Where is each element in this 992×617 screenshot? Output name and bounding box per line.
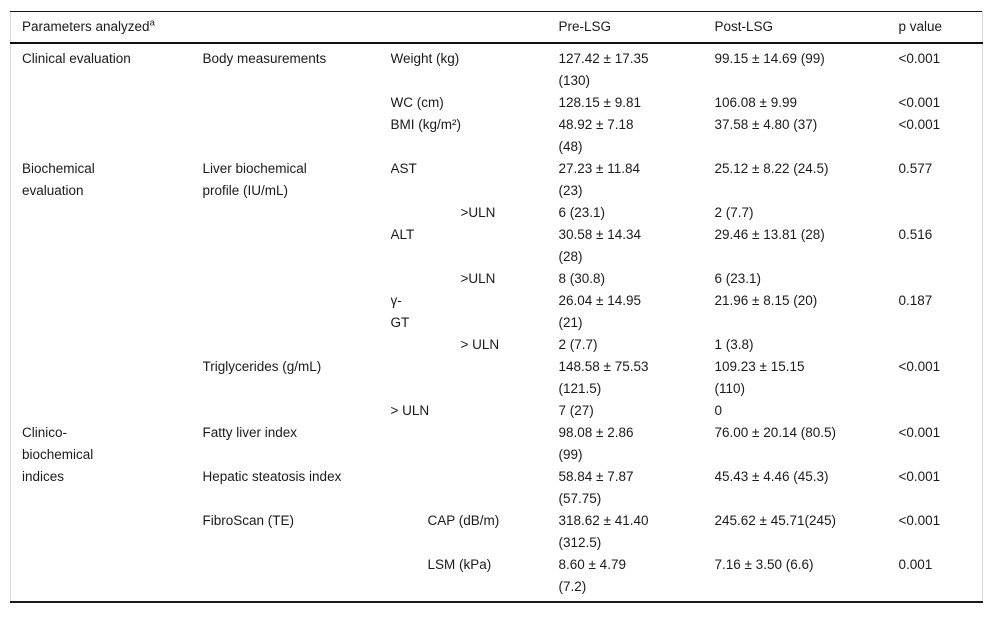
parameter-cell: Weight (kg) — [390, 51, 460, 66]
table-row: > ULN 7 (27) 0 — [11, 400, 983, 422]
pre-lsg-cell: 30.58 ± 14.34 (28) — [558, 227, 641, 264]
subcategory-cell: Fatty liver index — [202, 425, 298, 440]
pre-lsg-cell: 127.42 ± 17.35 (130) — [558, 51, 649, 88]
table-row: γ- GT 26.04 ± 14.95 (21) 21.96 ± 8.15 (20)… — [11, 290, 983, 334]
parameter-cell: >ULN — [460, 271, 496, 286]
table-header-row: Parameters analyzeda Pre-LSG Post-LSG p … — [10, 11, 983, 44]
category-cell: Clinico- biochemical indices — [22, 425, 94, 484]
table-row: >ULN 8 (30.8) 6 (23.1) — [11, 268, 983, 290]
post-lsg-cell: 6 (23.1) — [714, 271, 762, 286]
subcategory-cell: Liver biochemical profile (IU/mL) — [202, 161, 307, 198]
pre-lsg-header: Pre-LSG — [558, 11, 715, 44]
p-value-cell: <0.001 — [898, 425, 941, 440]
post-lsg-cell: 99.15 ± 14.69 (99) — [714, 51, 825, 66]
p-value-cell: <0.001 — [898, 51, 941, 66]
parameter-cell — [391, 466, 559, 510]
post-lsg-cell: 7.16 ± 3.50 (6.6) — [714, 557, 814, 572]
table-row: Biochemical evaluation Liver biochemical … — [11, 158, 983, 202]
footnote-marker-a: a — [149, 17, 155, 29]
subcategory-cell: Hepatic steatosis index — [202, 469, 342, 484]
table-row: WC (cm) 128.15 ± 9.81 106.08 ± 9.99 <0.001 — [11, 92, 983, 114]
pre-lsg-cell: 48.92 ± 7.18 (48) — [558, 117, 634, 154]
subcategory-cell: Body measurements — [202, 51, 327, 66]
table-body: Clinical evaluation Body measurements Weig… — [11, 43, 983, 602]
p-value-cell — [899, 202, 983, 224]
post-lsg-cell: 21.96 ± 8.15 (20) — [714, 293, 818, 308]
table-row: Clinical evaluation Body measurements Weig… — [11, 43, 983, 92]
table-row: ALT 30.58 ± 14.34 (28) 29.46 ± 13.81 (28) 0… — [11, 224, 983, 268]
table-row: FibroScan (TE) CAP (dB/m) 318.62 ± 41.40 (… — [11, 510, 983, 554]
pre-lsg-cell: 6 (23.1) — [558, 205, 606, 220]
pre-lsg-cell: 98.08 ± 2.86 (99) — [558, 425, 634, 462]
parameter-cell: BMI (kg/m²) — [390, 117, 462, 132]
pre-lsg-cell: 8.60 ± 4.79 (7.2) — [558, 557, 626, 594]
pre-lsg-cell: 8 (30.8) — [558, 271, 606, 286]
p-value-cell: 0.577 — [898, 161, 933, 176]
parameter-cell: CAP (dB/m) — [427, 513, 500, 528]
p-value-cell — [899, 400, 983, 422]
post-lsg-cell: 2 (7.7) — [714, 205, 754, 220]
parameter-cell: >ULN — [460, 205, 496, 220]
pre-lsg-cell: 148.58 ± 75.53 (121.5) — [558, 359, 649, 396]
parameter-cell: WC (cm) — [390, 95, 444, 110]
post-lsg-header: Post-LSG — [714, 11, 899, 44]
parameters-table: Parameters analyzeda Pre-LSG Post-LSG p … — [10, 11, 983, 603]
pre-lsg-cell: 26.04 ± 14.95 (21) — [558, 293, 641, 330]
p-value-header: p value — [898, 11, 983, 44]
table-row: >ULN 6 (23.1) 2 (7.7) — [11, 202, 983, 224]
post-lsg-cell: 245.62 ± 45.71(245) — [714, 513, 837, 528]
table-row: Clinico- biochemical indices Fatty liver … — [11, 422, 983, 484]
post-lsg-cell: 25.12 ± 8.22 (24.5) — [714, 161, 829, 176]
parameter-cell: LSM (kPa) — [427, 557, 492, 572]
parameter-cell — [391, 356, 559, 400]
post-lsg-cell: 106.08 ± 9.99 — [714, 95, 797, 110]
pre-lsg-cell: 27.23 ± 11.84 (23) — [558, 161, 640, 198]
post-lsg-cell: 0 — [714, 403, 723, 418]
post-lsg-cell: 109.23 ± 15.15 (110) — [714, 359, 805, 396]
pre-lsg-cell: 128.15 ± 9.81 — [558, 95, 641, 110]
category-cell: Biochemical evaluation — [22, 161, 95, 198]
table-row: > ULN 2 (7.7) 1 (3.8) — [11, 334, 983, 356]
parameter-cell: γ- GT — [390, 293, 410, 330]
pre-lsg-cell: 58.84 ± 7.87 (57.75) — [558, 469, 634, 506]
table-row: Triglycerides (g/mL) 148.58 ± 75.53 (121.… — [11, 356, 983, 400]
post-lsg-cell: 45.43 ± 4.46 (45.3) — [714, 469, 829, 484]
table-container: Parameters analyzeda Pre-LSG Post-LSG p … — [10, 11, 983, 603]
category-cell: Clinical evaluation — [22, 51, 131, 66]
p-value-cell: <0.001 — [898, 469, 941, 484]
p-value-cell — [899, 268, 983, 290]
p-value-cell: 0.001 — [898, 557, 933, 572]
p-value-cell — [899, 334, 983, 356]
parameter-cell: ALT — [390, 227, 415, 242]
pre-lsg-cell: 2 (7.7) — [558, 337, 598, 352]
table-row: Hepatic steatosis index 58.84 ± 7.87 (57.… — [11, 466, 983, 510]
post-lsg-cell: 1 (3.8) — [714, 337, 754, 352]
parameter-cell — [391, 422, 559, 466]
post-lsg-cell: 29.46 ± 13.81 (28) — [714, 227, 825, 242]
table-row: BMI (kg/m²) 48.92 ± 7.18 (48) 37.58 ± 4.80… — [11, 114, 983, 158]
p-value-cell: <0.001 — [898, 359, 941, 374]
p-value-cell: 0.516 — [898, 227, 933, 242]
p-value-cell: 0.187 — [898, 293, 933, 308]
post-lsg-cell: 76.00 ± 20.14 (80.5) — [714, 425, 837, 440]
subcategory-cell: FibroScan (TE) — [202, 513, 295, 528]
p-value-cell: <0.001 — [898, 117, 941, 132]
params-analyzed-header: Parameters analyzeda — [10, 11, 559, 44]
parameter-cell: > ULN — [390, 403, 430, 418]
p-value-cell: <0.001 — [898, 513, 941, 528]
pre-lsg-cell: 7 (27) — [558, 403, 594, 418]
pre-lsg-cell: 318.62 ± 41.40 (312.5) — [558, 513, 649, 550]
p-value-cell: <0.001 — [898, 95, 941, 110]
parameter-cell: AST — [390, 161, 417, 176]
table-row: LSM (kPa) 8.60 ± 4.79 (7.2) 7.16 ± 3.50 (6… — [11, 554, 983, 602]
parameter-cell: > ULN — [460, 337, 500, 352]
post-lsg-cell: 37.58 ± 4.80 (37) — [714, 117, 818, 132]
params-analyzed-label: Parameters analyzed — [22, 19, 150, 34]
subcategory-cell: Triglycerides (g/mL) — [202, 359, 322, 374]
